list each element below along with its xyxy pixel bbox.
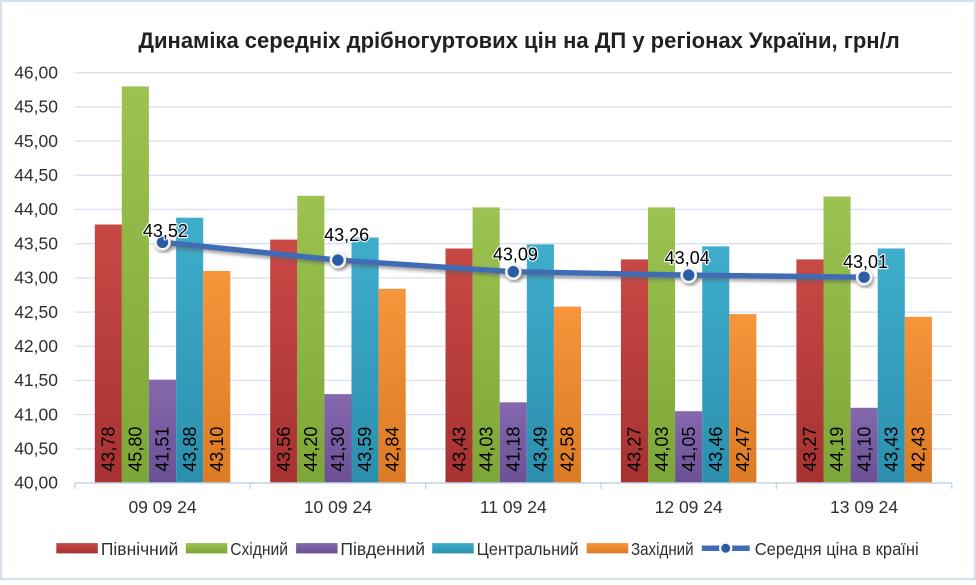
svg-text:Середня ціна в країні: Середня ціна в країні [755, 539, 919, 559]
svg-text:45,80: 45,80 [126, 427, 146, 472]
svg-text:09 09 24: 09 09 24 [128, 497, 196, 517]
svg-text:Центральний: Центральний [477, 539, 579, 559]
svg-text:43,27: 43,27 [625, 427, 645, 472]
svg-text:42,00: 42,00 [14, 336, 58, 356]
svg-text:43,04: 43,04 [665, 248, 710, 268]
svg-text:41,10: 41,10 [854, 427, 874, 472]
svg-text:43,43: 43,43 [449, 427, 469, 472]
svg-text:43,46: 43,46 [706, 427, 726, 472]
svg-text:42,43: 42,43 [909, 427, 929, 472]
svg-text:Динаміка середніх дрібногуртов: Динаміка середніх дрібногуртових цін на … [138, 28, 899, 53]
svg-text:41,51: 41,51 [153, 427, 173, 472]
svg-text:43,01: 43,01 [843, 252, 888, 272]
svg-text:41,00: 41,00 [14, 404, 58, 424]
svg-text:44,03: 44,03 [476, 427, 496, 472]
svg-text:Східний: Східний [230, 539, 288, 559]
svg-text:Західний: Західний [631, 539, 694, 559]
svg-text:41,50: 41,50 [14, 370, 58, 390]
svg-text:41,05: 41,05 [679, 427, 699, 472]
svg-text:43,09: 43,09 [493, 244, 538, 264]
svg-text:10 09 24: 10 09 24 [304, 497, 372, 517]
svg-text:40,00: 40,00 [14, 473, 58, 493]
svg-text:41,18: 41,18 [504, 427, 524, 472]
svg-text:43,26: 43,26 [324, 225, 369, 245]
svg-text:13 09 24: 13 09 24 [830, 497, 898, 517]
svg-text:Південний: Південний [340, 539, 425, 559]
svg-text:43,88: 43,88 [180, 427, 200, 472]
svg-text:44,19: 44,19 [827, 427, 847, 472]
svg-text:44,20: 44,20 [301, 427, 321, 472]
svg-text:43,49: 43,49 [531, 427, 551, 472]
svg-text:46,00: 46,00 [14, 62, 58, 82]
svg-text:43,78: 43,78 [99, 427, 119, 472]
svg-text:43,00: 43,00 [14, 268, 58, 288]
svg-text:43,10: 43,10 [207, 427, 227, 472]
svg-text:43,27: 43,27 [800, 427, 820, 472]
svg-text:45,00: 45,00 [14, 131, 58, 151]
svg-text:43,50: 43,50 [14, 233, 58, 253]
svg-text:40,50: 40,50 [14, 439, 58, 459]
svg-text:42,84: 42,84 [382, 427, 402, 472]
svg-text:42,50: 42,50 [14, 302, 58, 322]
svg-text:45,50: 45,50 [14, 97, 58, 117]
svg-text:11 09 24: 11 09 24 [480, 497, 547, 517]
svg-text:43,59: 43,59 [355, 427, 375, 472]
svg-text:44,03: 44,03 [652, 427, 672, 472]
svg-text:43,52: 43,52 [143, 221, 188, 241]
svg-text:Північний: Північний [101, 539, 178, 559]
svg-text:43,43: 43,43 [881, 427, 901, 472]
svg-text:44,50: 44,50 [14, 165, 58, 185]
svg-text:44,00: 44,00 [14, 199, 58, 219]
svg-text:12 09 24: 12 09 24 [655, 497, 723, 517]
svg-text:42,47: 42,47 [733, 427, 753, 472]
svg-text:42,58: 42,58 [558, 427, 578, 472]
svg-text:43,56: 43,56 [274, 427, 294, 472]
svg-text:41,30: 41,30 [328, 427, 348, 472]
